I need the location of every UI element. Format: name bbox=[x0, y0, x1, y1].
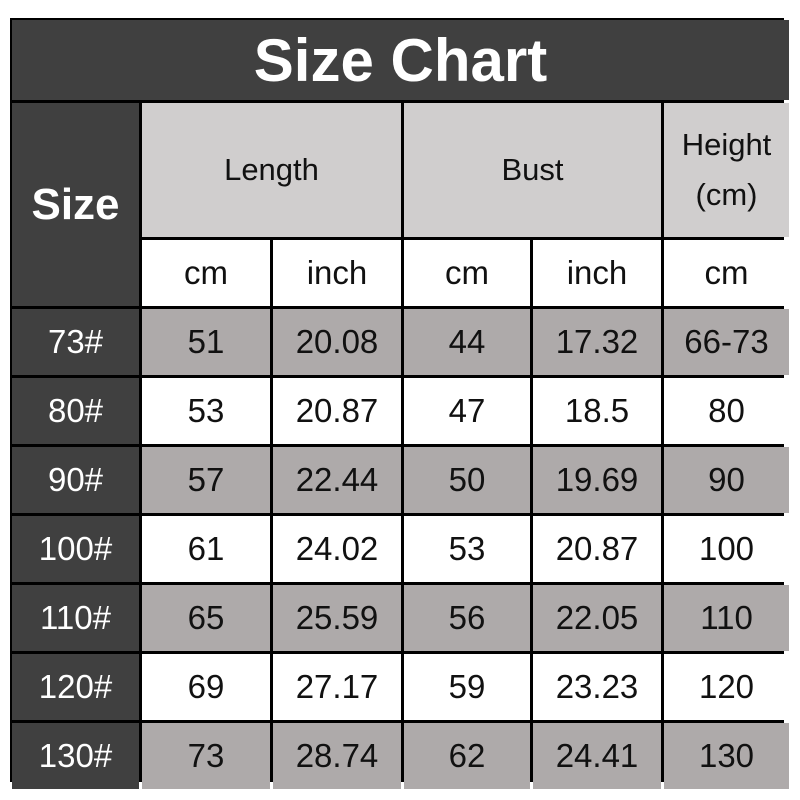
table-cell: 23.23 bbox=[533, 654, 661, 720]
table-cell: 19.69 bbox=[533, 447, 661, 513]
table-cell: 80 bbox=[664, 378, 789, 444]
table-cell: 62 bbox=[404, 723, 530, 789]
table-cell: 17.32 bbox=[533, 309, 661, 375]
table-cell: 47 bbox=[404, 378, 530, 444]
table-cell: 53 bbox=[142, 378, 270, 444]
table-cell: 20.87 bbox=[273, 378, 401, 444]
length-header: Length bbox=[142, 103, 401, 237]
size-header: Size bbox=[12, 103, 139, 306]
table-cell: 57 bbox=[142, 447, 270, 513]
table-cell: 44 bbox=[404, 309, 530, 375]
table-cell: 22.44 bbox=[273, 447, 401, 513]
table-cell: 59 bbox=[404, 654, 530, 720]
table-cell: 28.74 bbox=[273, 723, 401, 789]
table-cell: 120 bbox=[664, 654, 789, 720]
table-cell: 90 bbox=[664, 447, 789, 513]
table-cell: 100 bbox=[664, 516, 789, 582]
bust-header: Bust bbox=[404, 103, 661, 237]
height-header-line2: (cm) bbox=[695, 177, 758, 212]
height-header: Height (cm) bbox=[664, 103, 789, 237]
row-size-label: 80# bbox=[12, 378, 139, 444]
table-cell: 66-73 bbox=[664, 309, 789, 375]
unit-header: inch bbox=[273, 240, 401, 306]
unit-header: inch bbox=[533, 240, 661, 306]
table-cell: 51 bbox=[142, 309, 270, 375]
table-cell: 27.17 bbox=[273, 654, 401, 720]
table-cell: 24.41 bbox=[533, 723, 661, 789]
table-cell: 18.5 bbox=[533, 378, 661, 444]
row-size-label: 120# bbox=[12, 654, 139, 720]
table-cell: 25.59 bbox=[273, 585, 401, 651]
height-header-line1: Height bbox=[681, 127, 772, 163]
table-cell: 20.87 bbox=[533, 516, 661, 582]
table-cell: 61 bbox=[142, 516, 270, 582]
table-cell: 53 bbox=[404, 516, 530, 582]
table-cell: 73 bbox=[142, 723, 270, 789]
table-cell: 110 bbox=[664, 585, 789, 651]
table-cell: 130 bbox=[664, 723, 789, 789]
unit-header: cm bbox=[142, 240, 270, 306]
row-size-label: 90# bbox=[12, 447, 139, 513]
table-cell: 20.08 bbox=[273, 309, 401, 375]
row-size-label: 110# bbox=[12, 585, 139, 651]
row-size-label: 130# bbox=[12, 723, 139, 789]
table-cell: 50 bbox=[404, 447, 530, 513]
size-chart-table: Size Chart Size Length Bust Height (cm) … bbox=[10, 18, 789, 789]
table-cell: 69 bbox=[142, 654, 270, 720]
table-cell: 65 bbox=[142, 585, 270, 651]
table-cell: 22.05 bbox=[533, 585, 661, 651]
row-size-label: 73# bbox=[12, 309, 139, 375]
unit-header: cm bbox=[664, 240, 789, 306]
table-cell: 56 bbox=[404, 585, 530, 651]
table-cell: 24.02 bbox=[273, 516, 401, 582]
unit-header: cm bbox=[404, 240, 530, 306]
row-size-label: 100# bbox=[12, 516, 139, 582]
chart-title: Size Chart bbox=[12, 20, 789, 100]
